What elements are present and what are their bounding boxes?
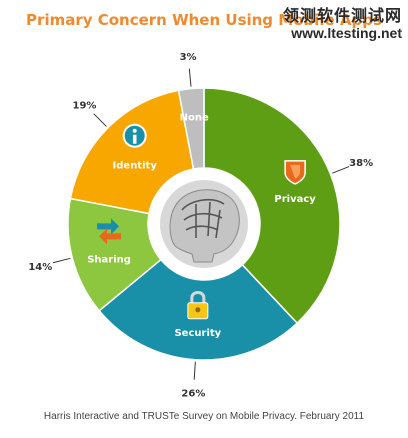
slice-none: [177, 87, 205, 170]
percent-identity: 19%: [73, 100, 97, 111]
label-privacy: Privacy: [274, 194, 316, 205]
watermark-url: www.ltesting.net: [291, 25, 402, 41]
watermark: 领测软件测试网 www.ltesting.net: [283, 8, 402, 42]
label-security: Security: [174, 328, 221, 339]
leader-security: [193, 361, 196, 380]
slice-privacy: [203, 87, 341, 325]
leader-sharing: [52, 257, 71, 264]
label-none: None: [180, 112, 209, 123]
percent-sharing: 14%: [28, 262, 52, 273]
percent-privacy: 38%: [349, 158, 373, 169]
label-sharing: Sharing: [87, 254, 131, 265]
leader-none: [188, 68, 192, 87]
info-icon: [122, 123, 147, 148]
center-hole: [150, 170, 258, 278]
leader-lines: [52, 68, 350, 380]
label-identity: Identity: [113, 161, 158, 172]
percent-security: 26%: [181, 389, 205, 400]
arrows-exchange-icon: [97, 218, 122, 245]
shield-icon: [284, 160, 306, 185]
watermark-cn: 领测软件测试网: [282, 8, 402, 25]
segment-labels: Privacy Security Sharing Identity None: [87, 112, 316, 338]
slice-identity: [69, 89, 195, 215]
percent-none: 3%: [180, 52, 197, 63]
chart-title: Primary Concern When Using Mobile Apps: [26, 11, 382, 29]
leader-privacy: [332, 166, 350, 174]
brain-maze: [181, 198, 225, 239]
slice-sharing: [67, 197, 162, 312]
leader-identity: [93, 113, 107, 127]
source-note: Harris Interactive and TRUSTe Survey on …: [43, 411, 365, 422]
padlock-icon: [187, 291, 209, 320]
segment-icons: [97, 123, 306, 320]
pie-slices: [67, 87, 341, 361]
percent-labels: 38% 26% 14% 19% 3%: [28, 52, 373, 400]
